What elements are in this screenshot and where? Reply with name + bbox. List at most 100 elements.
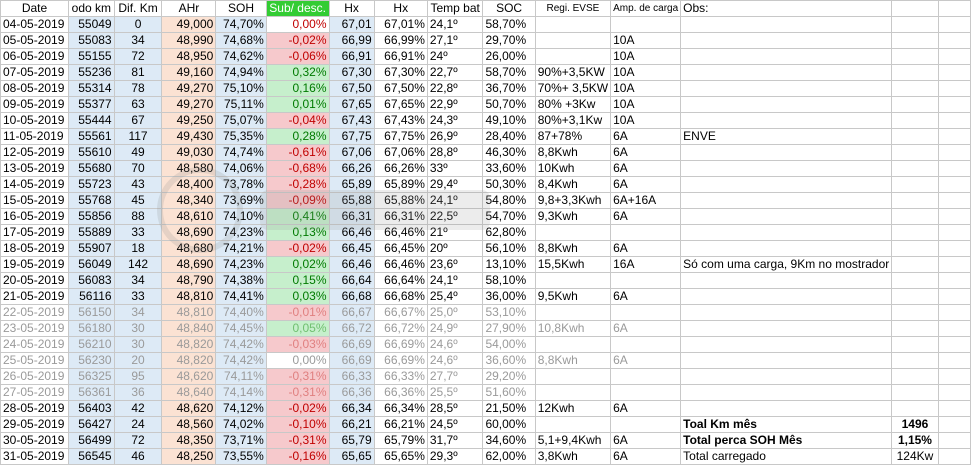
cell-summary-value[interactable] [891, 96, 939, 113]
cell-date[interactable]: 28-05-2019 [0, 400, 70, 417]
cell-sub-desc[interactable]: -0,06% [265, 48, 330, 65]
cell-odo-km[interactable]: 56325 [68, 368, 115, 385]
cell-temp-bat[interactable]: 24,9º [426, 320, 484, 337]
cell-dif-km[interactable]: 24 [113, 416, 163, 433]
hdr-odo-km[interactable]: odo km [68, 0, 115, 17]
cell-temp-bat[interactable]: 24,3º [426, 112, 484, 129]
cell-regi-evse[interactable]: 70%+ 3,5KW [534, 80, 612, 97]
cell-obs[interactable] [680, 176, 893, 193]
empty-cell[interactable] [937, 368, 971, 385]
cell-sub-desc[interactable]: 0,05% [265, 320, 330, 337]
empty-cell[interactable] [891, 0, 939, 17]
cell-regi-evse[interactable]: 9,8+3,3Kwh [534, 192, 612, 209]
cell-soc[interactable]: 21,50% [482, 400, 536, 417]
cell-soh[interactable]: 73,78% [215, 176, 267, 193]
cell-sub-desc[interactable]: 0,15% [265, 272, 330, 289]
cell-odo-km[interactable]: 55889 [68, 224, 115, 241]
cell-obs[interactable]: ENVE [680, 128, 893, 145]
cell-regi-evse[interactable] [534, 48, 612, 65]
cell-temp-bat[interactable]: 24,6º [426, 352, 484, 369]
cell-temp-bat[interactable]: 31,7º [426, 432, 484, 449]
cell-odo-km[interactable]: 55856 [68, 208, 115, 225]
cell-soc[interactable]: 36,60% [482, 352, 536, 369]
cell-odo-km[interactable]: 55049 [68, 16, 115, 33]
cell-soc[interactable]: 60,00% [482, 416, 536, 433]
cell-ahr[interactable]: 48,990 [161, 32, 217, 49]
cell-sub-desc[interactable]: -0,03% [265, 336, 330, 353]
cell-amp-carga[interactable] [610, 416, 682, 433]
cell-dif-km[interactable]: 45 [113, 192, 163, 209]
cell-regi-evse[interactable]: 5,1+9,4Kwh [534, 432, 612, 449]
cell-regi-evse[interactable]: 90%+3,5KW [534, 64, 612, 81]
cell-hx[interactable]: 66,33 [328, 368, 375, 385]
cell-date[interactable]: 30-05-2019 [0, 432, 70, 449]
cell-hx-pct[interactable]: 66,36% [373, 384, 428, 401]
hdr-hx-pct[interactable]: Hx [373, 0, 428, 17]
empty-cell[interactable] [937, 32, 971, 49]
cell-obs[interactable]: Total carregado [680, 448, 893, 465]
hdr-obs[interactable]: Obs: [680, 0, 893, 17]
cell-hx[interactable]: 66,64 [328, 272, 375, 289]
cell-soh[interactable]: 74,11% [215, 368, 267, 385]
cell-obs[interactable] [680, 144, 893, 161]
cell-dif-km[interactable]: 34 [113, 272, 163, 289]
cell-amp-carga[interactable]: 6A [610, 448, 682, 465]
cell-date[interactable]: 14-05-2019 [0, 176, 70, 193]
cell-hx-pct[interactable]: 65,65% [373, 448, 428, 465]
cell-ahr[interactable]: 48,690 [161, 256, 217, 273]
cell-soh[interactable]: 74,23% [215, 224, 267, 241]
cell-amp-carga[interactable]: 6A [610, 176, 682, 193]
cell-amp-carga[interactable]: 16A [610, 256, 682, 273]
cell-hx-pct[interactable]: 66,68% [373, 288, 428, 305]
cell-date[interactable]: 15-05-2019 [0, 192, 70, 209]
hdr-dif-km[interactable]: Dif. Km [113, 0, 163, 17]
cell-soc[interactable]: 36,70% [482, 80, 536, 97]
cell-temp-bat[interactable]: 22,5º [426, 208, 484, 225]
cell-date[interactable]: 31-05-2019 [0, 448, 70, 465]
cell-obs[interactable] [680, 160, 893, 177]
cell-obs[interactable] [680, 112, 893, 129]
cell-summary-value[interactable]: 124Kw [891, 448, 939, 465]
cell-soc[interactable]: 56,10% [482, 240, 536, 257]
cell-date[interactable]: 07-05-2019 [0, 64, 70, 81]
cell-dif-km[interactable]: 72 [113, 48, 163, 65]
cell-odo-km[interactable]: 56427 [68, 416, 115, 433]
cell-ahr[interactable]: 48,610 [161, 208, 217, 225]
cell-soc[interactable]: 54,00% [482, 336, 536, 353]
cell-date[interactable]: 12-05-2019 [0, 144, 70, 161]
empty-cell[interactable] [937, 128, 971, 145]
cell-dif-km[interactable]: 78 [113, 80, 163, 97]
cell-regi-evse[interactable] [534, 272, 612, 289]
cell-hx-pct[interactable]: 66,99% [373, 32, 428, 49]
cell-ahr[interactable]: 48,810 [161, 288, 217, 305]
cell-hx-pct[interactable]: 66,45% [373, 240, 428, 257]
cell-amp-carga[interactable]: 6A [610, 432, 682, 449]
empty-cell[interactable] [937, 336, 971, 353]
cell-odo-km[interactable]: 56180 [68, 320, 115, 337]
cell-hx[interactable]: 66,21 [328, 416, 375, 433]
cell-amp-carga[interactable]: 10A [610, 96, 682, 113]
cell-soc[interactable]: 62,80% [482, 224, 536, 241]
cell-ahr[interactable]: 48,840 [161, 320, 217, 337]
cell-summary-value[interactable] [891, 400, 939, 417]
cell-summary-value[interactable] [891, 256, 939, 273]
cell-regi-evse[interactable] [534, 32, 612, 49]
cell-soc[interactable]: 49,10% [482, 112, 536, 129]
cell-obs[interactable] [680, 384, 893, 401]
cell-temp-bat[interactable]: 24,1º [426, 272, 484, 289]
cell-sub-desc[interactable]: -0,09% [265, 192, 330, 209]
cell-soh[interactable]: 74,42% [215, 352, 267, 369]
cell-soh[interactable]: 74,74% [215, 144, 267, 161]
cell-temp-bat[interactable]: 22,8º [426, 80, 484, 97]
cell-temp-bat[interactable]: 25,5º [426, 384, 484, 401]
cell-obs[interactable] [680, 32, 893, 49]
cell-hx-pct[interactable]: 66,21% [373, 416, 428, 433]
cell-dif-km[interactable]: 95 [113, 368, 163, 385]
cell-soh[interactable]: 74,94% [215, 64, 267, 81]
cell-date[interactable]: 20-05-2019 [0, 272, 70, 289]
empty-cell[interactable] [937, 432, 971, 449]
cell-regi-evse[interactable]: 10,8Kwh [534, 320, 612, 337]
empty-cell[interactable] [937, 288, 971, 305]
cell-hx[interactable]: 66,31 [328, 208, 375, 225]
cell-soc[interactable]: 53,10% [482, 304, 536, 321]
